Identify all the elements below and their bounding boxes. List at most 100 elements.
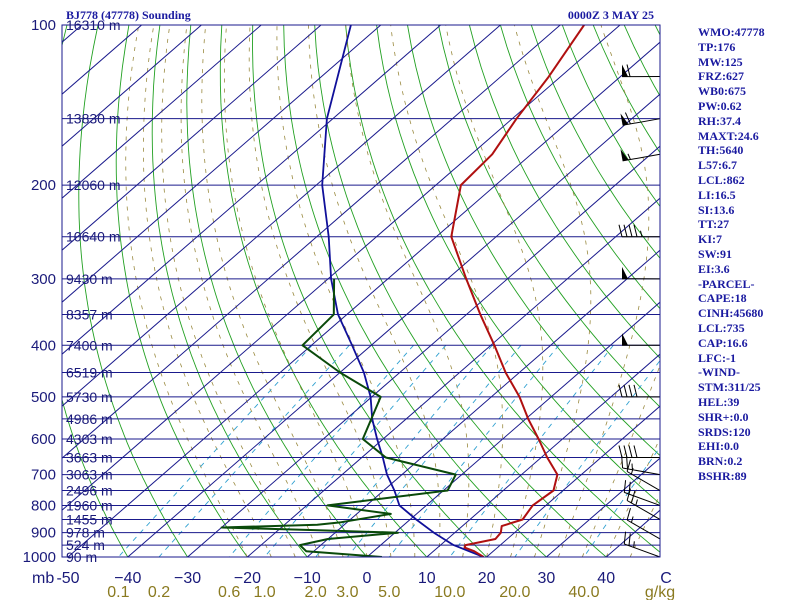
mixing-ratio-line [388, 345, 560, 557]
wind-barb-feather [628, 481, 631, 495]
temperature-tick-label: 30 [538, 570, 556, 587]
wind-barb-feather [623, 445, 628, 458]
wind-barb-half-feather [640, 230, 643, 237]
index-item: SI:13.6 [698, 202, 735, 217]
wind-barb-feather [626, 507, 631, 521]
wind-barb [618, 445, 661, 458]
wind-barb-feather [628, 533, 631, 546]
temperature-tick-label: 10 [418, 570, 436, 587]
index-item: -WIND- [698, 365, 740, 380]
mixing-ratio-tick-label: 0.2 [148, 584, 170, 600]
height-label: 2496 m [66, 483, 113, 499]
wind-barb-feather [623, 531, 627, 545]
wind-barb-staff [622, 153, 661, 162]
isotherm [426, 353, 660, 557]
dry-adiabat [283, 25, 547, 557]
isotherm [306, 249, 660, 557]
wind-barb-feather [618, 384, 623, 397]
index-item: CINH:45680 [698, 306, 764, 321]
mixing-ratio-line [514, 359, 660, 557]
mixing-ratio-unit-label: g/kg [645, 584, 675, 600]
mixing-ratio-tick-label: 20.0 [499, 584, 530, 600]
pressure-tick-label: 600 [31, 431, 56, 448]
height-label: 4986 m [66, 411, 113, 427]
dry-adiabat [115, 25, 248, 557]
moist-adiabat [223, 25, 368, 557]
isotherm [486, 405, 660, 557]
mixing-ratio-tick-label: 0.6 [218, 584, 240, 600]
wind-barb-feather [618, 445, 623, 458]
isotherm [62, 25, 501, 407]
height-label: 1960 m [66, 497, 113, 513]
moist-adiabat [201, 25, 344, 557]
wind-barb-feather [633, 384, 638, 397]
temperature-tick-label: −30 [174, 570, 201, 587]
sounding-lines [220, 25, 585, 557]
wind-barb-half-feather [627, 153, 631, 160]
wind-barbs [618, 64, 661, 558]
height-label: 524 m [66, 537, 105, 553]
isotherm [62, 25, 621, 511]
moist-adiabat [142, 25, 272, 557]
wind-barb-feather [626, 459, 631, 472]
wind-barb-feather [628, 445, 633, 458]
wind-barb-half-feather [630, 516, 634, 523]
height-label: 7400 m [66, 337, 113, 353]
index-item: WMO:47778 [698, 25, 765, 39]
index-item: BSHR:89 [698, 468, 747, 483]
height-label: 3663 m [66, 449, 113, 465]
moist-adiabat [248, 25, 392, 557]
dewpoint-line [220, 278, 457, 557]
index-item: MAXT:24.6 [698, 128, 759, 143]
wind-barb [621, 455, 661, 476]
wind-barb-feather [621, 455, 624, 469]
index-item: BRN:0.2 [698, 454, 743, 469]
pressure-tick-label: 800 [31, 497, 56, 514]
index-item: CAPE:18 [698, 291, 747, 306]
moist-adiabat [180, 25, 320, 557]
isotherm [62, 25, 382, 303]
isotherm [62, 25, 322, 251]
wind-barb-staff [624, 491, 661, 506]
wind-barb [623, 531, 661, 558]
mixing-ratio-line [449, 345, 614, 557]
index-item: EI:3.6 [698, 261, 730, 276]
dry-adiabat [376, 25, 660, 505]
wind-barb-feather [624, 112, 631, 125]
height-label: 1455 m [66, 511, 113, 527]
wind-barb-feather [626, 456, 629, 469]
index-item: TT:27 [698, 217, 730, 232]
pressure-tick-label: 700 [31, 467, 56, 484]
index-item: SW:91 [698, 246, 733, 261]
index-item: SRDS:120 [698, 424, 751, 439]
temperature-tick-label: C [660, 570, 672, 587]
moist-adiabat [390, 25, 504, 557]
pressure-tick-label: 900 [31, 525, 56, 542]
temperature-tick-label: -50 [56, 570, 79, 587]
wind-barb-staff [626, 519, 661, 540]
index-item: LFC:-1 [698, 350, 736, 365]
temperature-tick-label: −10 [294, 570, 321, 587]
index-item: LI:16.5 [698, 187, 736, 202]
index-item: RH:37.4 [698, 113, 741, 128]
moist-adiabat [161, 25, 296, 557]
isotherm [62, 25, 441, 355]
pressure-tick-label: 100 [31, 17, 56, 34]
temperature-tick-label: −40 [114, 570, 141, 587]
index-item: CAP:16.6 [698, 335, 748, 350]
index-item: LCL:862 [698, 172, 745, 187]
mixing-ratio-line [347, 345, 522, 557]
height-label: 12060 m [66, 177, 120, 193]
moist-adiabat [558, 25, 650, 557]
pressure-tick-label: 200 [31, 177, 56, 194]
wind-barb [618, 224, 661, 238]
mixing-ratio-tick-label: 0.1 [107, 584, 129, 600]
wind-barb-feather [618, 224, 623, 237]
mixing-ratio-tick-label: 3.0 [336, 584, 358, 600]
mixing-ratio-tick-label: 10.0 [434, 584, 465, 600]
wind-barb-pennant [622, 333, 628, 346]
wind-barb [621, 64, 661, 78]
chart-grid [62, 25, 660, 557]
height-label: 16310 m [66, 17, 120, 33]
